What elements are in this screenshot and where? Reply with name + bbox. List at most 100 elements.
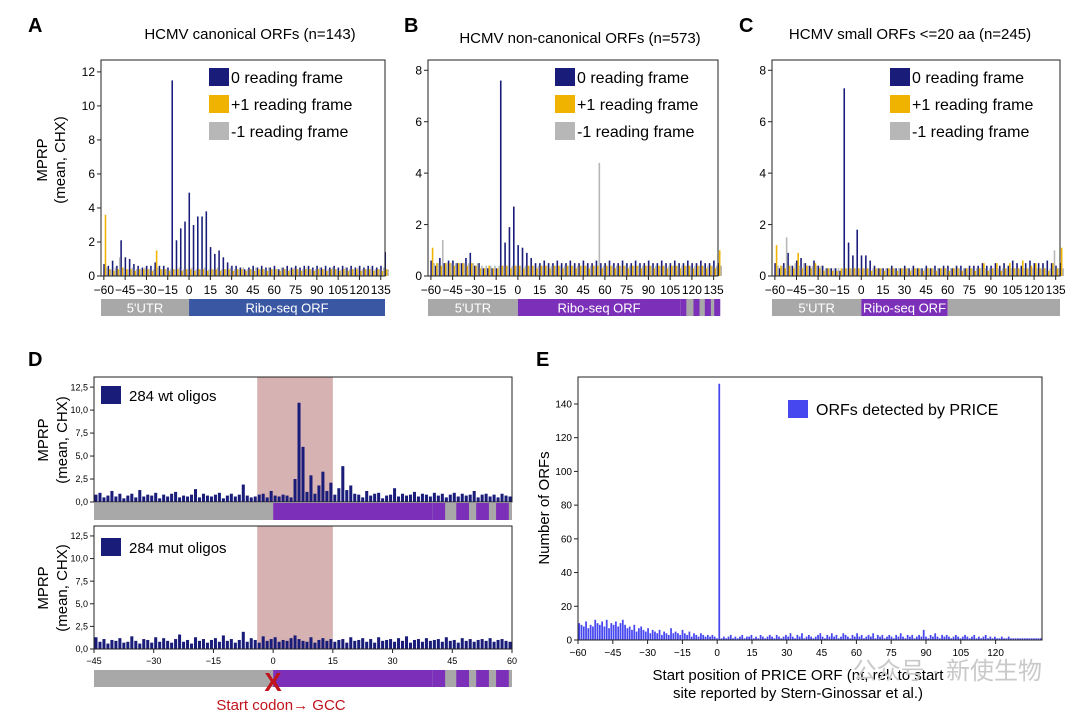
panel-a-bar-frame0 bbox=[371, 265, 374, 276]
panel-a-bar-frame0 bbox=[269, 267, 271, 276]
panel-b-bar-frame1 bbox=[523, 268, 525, 276]
panel-d1-bar bbox=[190, 494, 194, 502]
panel-e-bar bbox=[973, 634, 976, 640]
panel-c-bar-frame1 bbox=[857, 268, 860, 276]
panel-b-bar-frame1 bbox=[614, 268, 617, 276]
panel-a-bar-frame1 bbox=[177, 269, 179, 276]
panel-b-bar-frame0 bbox=[469, 252, 472, 276]
panel-a-bar-frame-1 bbox=[259, 269, 262, 276]
panel-c-bar-frame1 bbox=[1004, 268, 1007, 276]
panel-d1-bar bbox=[110, 490, 114, 502]
panel-d1-bar bbox=[194, 489, 198, 502]
panel-e-bar bbox=[787, 636, 790, 640]
panel-b-bar-frame-1 bbox=[498, 265, 501, 276]
panel-d2-bar bbox=[130, 636, 134, 649]
panel-d2-bar bbox=[229, 639, 233, 649]
panel-c-bar-frame1 bbox=[901, 268, 903, 276]
panel-c-bar-frame1 bbox=[987, 270, 990, 276]
panel-e-bar bbox=[964, 634, 966, 640]
panel-c-ytick-label: 8 bbox=[759, 63, 766, 77]
panel-d1-bar bbox=[496, 497, 500, 502]
panel-a-bar-frame0 bbox=[137, 265, 139, 276]
panel-d2-bar bbox=[341, 639, 345, 649]
panel-c-bar-frame-1 bbox=[803, 263, 805, 276]
panel-a-bar-frame1 bbox=[309, 269, 311, 276]
panel-c-bar-frame1 bbox=[948, 270, 951, 276]
panel-c-xtick-label: 120 bbox=[1024, 283, 1044, 297]
panel-c-xtick-label: −30 bbox=[808, 283, 829, 297]
panel-c-bar-frame-1 bbox=[794, 263, 797, 276]
panel-d1-bar bbox=[337, 488, 341, 502]
panel-a-ytick-label: 6 bbox=[88, 167, 95, 181]
panel-b-bar-frame1 bbox=[540, 265, 543, 276]
panel-b-bar-frame0 bbox=[434, 265, 437, 276]
panel-a-bar-frame0 bbox=[329, 267, 331, 276]
panel-a-legend-swatch bbox=[209, 68, 229, 86]
panel-a-bar-frame0 bbox=[265, 267, 267, 276]
panel-d2-bar bbox=[154, 637, 158, 649]
panel-c-bar-frame0 bbox=[813, 260, 815, 276]
panel-b-bar-frame1 bbox=[457, 263, 460, 276]
panel-b-bar-frame1 bbox=[658, 265, 660, 276]
panel-e-xlabel-2: site reported by Stern-Ginossar et al.) bbox=[673, 685, 923, 702]
panel-d2-bar bbox=[345, 642, 349, 649]
panel-a-bar-frame0 bbox=[256, 267, 259, 276]
panel-b-bar-frame1 bbox=[718, 250, 721, 276]
panel-c-bar-frame0 bbox=[873, 265, 876, 276]
panel-a-bar-frame0 bbox=[167, 267, 169, 276]
panel-b-bar-frame0 bbox=[547, 263, 550, 276]
panel-a-bar-frame-1 bbox=[323, 269, 325, 276]
panel-b-bar-frame0 bbox=[578, 263, 580, 276]
panel-b-bar-frame1 bbox=[644, 265, 647, 276]
panel-a-bar-frame0 bbox=[188, 192, 191, 276]
panel-e-bar bbox=[704, 636, 707, 640]
panel-b-bar-frame-1 bbox=[655, 265, 657, 276]
panel-c-bar-frame1 bbox=[831, 270, 834, 276]
panel-a-bar-frame1 bbox=[104, 214, 107, 276]
panel-e-bar bbox=[667, 634, 670, 640]
panel-d2-bar bbox=[337, 639, 341, 649]
panel-a-bar-frame-1 bbox=[297, 269, 300, 276]
panel-c-bar-frame1 bbox=[870, 270, 873, 276]
panel-a-bar-frame1 bbox=[266, 270, 269, 276]
panel-d1-bar bbox=[285, 495, 289, 502]
panel-b-bar-frame1 bbox=[575, 268, 577, 276]
panel-a-bar-frame1 bbox=[321, 269, 324, 276]
panel-b-bar-frame1 bbox=[597, 265, 599, 276]
panel-c-bar-frame-1 bbox=[811, 265, 814, 276]
panel-b-bar-frame0 bbox=[669, 263, 672, 276]
panel-c-bar-frame-1 bbox=[937, 268, 939, 276]
panel-b-bar-frame-1 bbox=[568, 265, 570, 276]
panel-a-bar-frame0 bbox=[116, 265, 118, 276]
panel-e-bar bbox=[1014, 638, 1017, 640]
panel-d1-bar bbox=[456, 496, 460, 502]
panel-c-bar-frame-1 bbox=[885, 268, 887, 276]
panel-c-axes-frame bbox=[771, 59, 1061, 277]
panel-d1-axes-frame bbox=[93, 376, 513, 503]
panel-e-bar bbox=[745, 636, 748, 640]
panel-a-bar-frame0 bbox=[107, 265, 110, 276]
panel-a-bar-frame1 bbox=[339, 270, 341, 276]
panel-e-bar bbox=[1019, 638, 1022, 640]
panel-b-bar-frame-1 bbox=[494, 265, 496, 276]
panel-d2-bar bbox=[241, 631, 245, 649]
panel-c-bar-frame0 bbox=[1033, 263, 1036, 276]
panel-c-bar-frame-1 bbox=[872, 268, 874, 276]
panel-e-bar bbox=[743, 638, 746, 640]
panel-a-bar-frame1 bbox=[300, 270, 303, 276]
panel-a-bar-frame0 bbox=[192, 224, 195, 276]
panel-d2-bar bbox=[190, 643, 194, 649]
panel-c-bar-frame1 bbox=[1052, 263, 1054, 276]
panel-a-bar-frame1 bbox=[381, 270, 384, 276]
panel-b-bar-frame-1 bbox=[629, 265, 631, 276]
panel-d2-bar bbox=[166, 640, 170, 649]
panel-e-bar bbox=[688, 631, 691, 640]
panel-e-xtick-label: −30 bbox=[639, 648, 656, 659]
panel-e-bar bbox=[598, 624, 601, 640]
panel-a-bar-frame1 bbox=[172, 269, 175, 276]
panel-e-bar bbox=[748, 636, 751, 640]
panel-a-bar-frame0 bbox=[299, 267, 301, 276]
panel-b-bar-frame-1 bbox=[476, 263, 479, 276]
panel-c-bar-frame1 bbox=[888, 268, 890, 276]
panel-b-bar-frame0 bbox=[539, 263, 541, 276]
